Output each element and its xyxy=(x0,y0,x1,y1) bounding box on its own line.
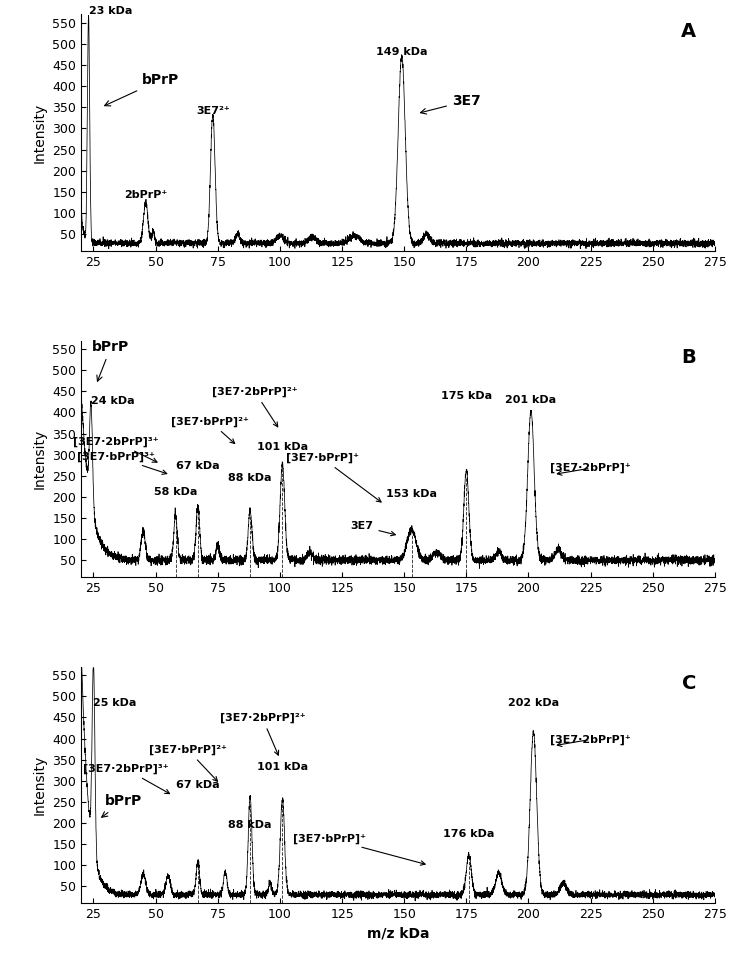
Text: 202 kDa: 202 kDa xyxy=(508,697,559,708)
Text: 24 kDa: 24 kDa xyxy=(91,396,135,406)
Text: A: A xyxy=(681,21,696,41)
Text: [3E7·2bPrP]⁺: [3E7·2bPrP]⁺ xyxy=(551,734,631,747)
Text: [3E7·bPrP]⁺: [3E7·bPrP]⁺ xyxy=(293,834,425,866)
Text: bPrP: bPrP xyxy=(102,794,142,817)
Text: 201 kDa: 201 kDa xyxy=(506,395,556,405)
Y-axis label: Intensity: Intensity xyxy=(32,102,46,163)
Text: 67 kDa: 67 kDa xyxy=(176,781,220,790)
Text: 149 kDa: 149 kDa xyxy=(376,46,427,57)
Text: 88 kDa: 88 kDa xyxy=(228,473,272,483)
Text: [3E7·2bPrP]²⁺: [3E7·2bPrP]²⁺ xyxy=(212,387,298,427)
Text: 153 kDa: 153 kDa xyxy=(386,489,437,499)
Text: B: B xyxy=(681,348,696,367)
X-axis label: m/z kDa: m/z kDa xyxy=(367,926,429,941)
Text: 58 kDa: 58 kDa xyxy=(154,487,198,497)
Text: 175 kDa: 175 kDa xyxy=(441,390,492,401)
Text: 101 kDa: 101 kDa xyxy=(256,441,308,452)
Text: 3E7: 3E7 xyxy=(350,522,395,536)
Text: [3E7·bPrP]²⁺: [3E7·bPrP]²⁺ xyxy=(149,745,227,781)
Text: 2bPrP⁺: 2bPrP⁺ xyxy=(124,190,167,200)
Y-axis label: Intensity: Intensity xyxy=(32,754,46,815)
Text: [3E7·bPrP]²⁺: [3E7·bPrP]²⁺ xyxy=(172,416,249,443)
Text: 176 kDa: 176 kDa xyxy=(443,829,495,839)
Text: [3E7·2bPrP]³⁺: [3E7·2bPrP]³⁺ xyxy=(73,437,158,462)
Text: 25 kDa: 25 kDa xyxy=(94,697,137,708)
Text: 23 kDa: 23 kDa xyxy=(88,6,132,15)
Text: [3E7·bPrP]⁺: [3E7·bPrP]⁺ xyxy=(286,453,381,502)
Text: 3E7²⁺: 3E7²⁺ xyxy=(196,106,230,116)
Text: [3E7·2bPrP]²⁺: [3E7·2bPrP]²⁺ xyxy=(220,713,305,755)
Y-axis label: Intensity: Intensity xyxy=(32,429,46,489)
Text: bPrP: bPrP xyxy=(105,72,179,106)
Text: 88 kDa: 88 kDa xyxy=(228,820,272,830)
Text: [3E7·2bPrP]⁺: [3E7·2bPrP]⁺ xyxy=(551,463,631,475)
Text: [3E7·2bPrP]³⁺: [3E7·2bPrP]³⁺ xyxy=(83,764,170,794)
Text: bPrP: bPrP xyxy=(92,340,130,382)
Text: C: C xyxy=(682,674,696,693)
Text: 101 kDa: 101 kDa xyxy=(256,762,308,773)
Text: [3E7·bPrP]³⁺: [3E7·bPrP]³⁺ xyxy=(77,452,167,474)
Text: 67 kDa: 67 kDa xyxy=(176,461,220,470)
Text: 3E7: 3E7 xyxy=(421,94,481,114)
